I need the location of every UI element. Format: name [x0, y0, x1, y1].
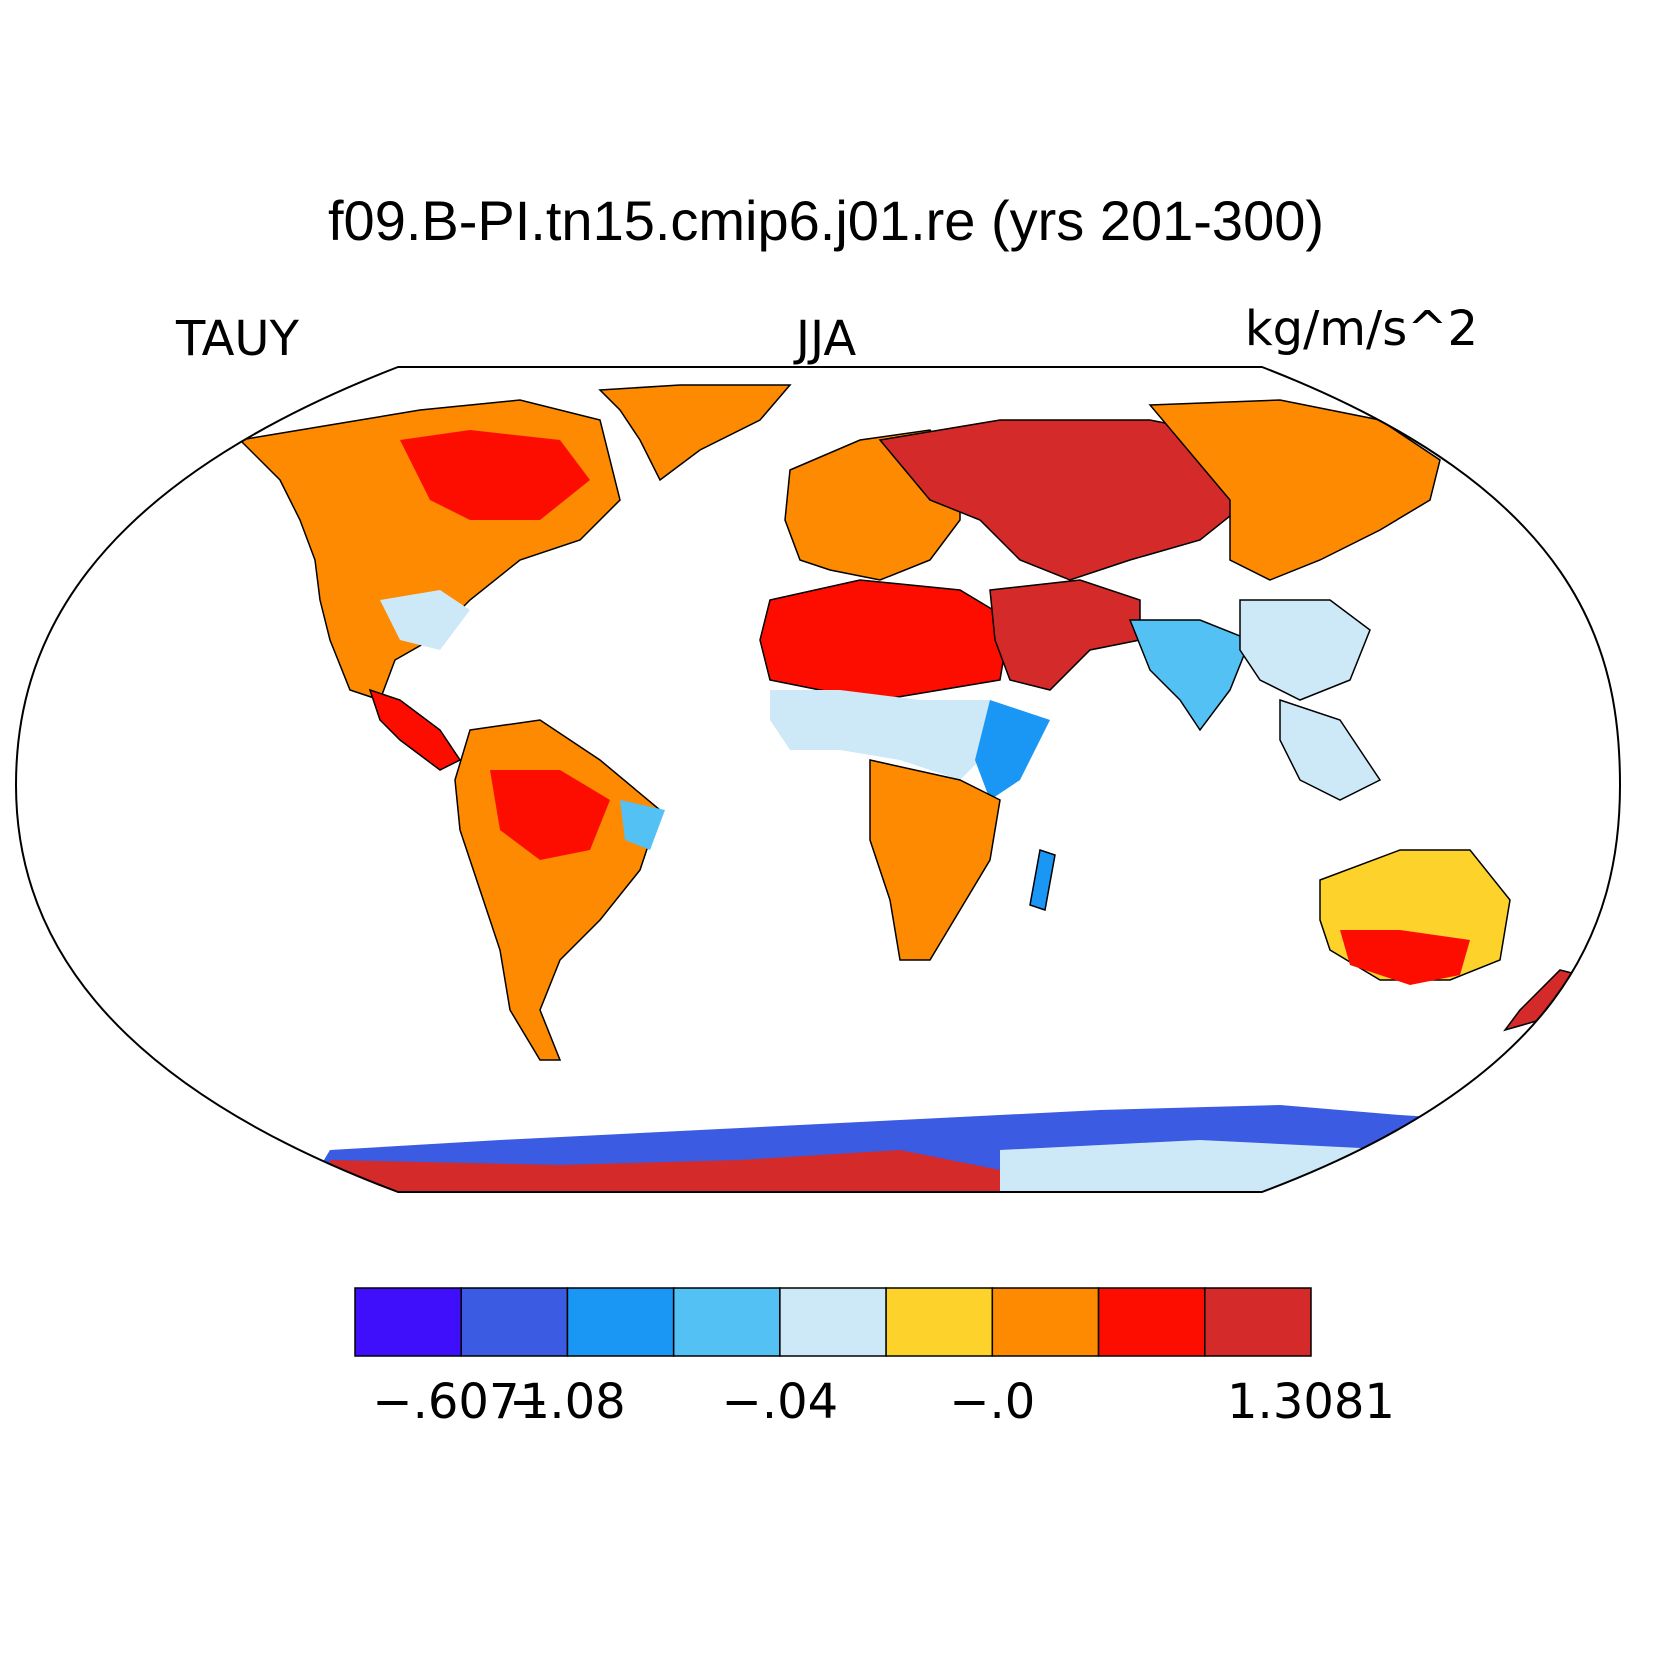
land-russia	[878, 419, 1251, 581]
colorbar-swatch	[460, 1287, 569, 1357]
map-panel	[14, 366, 1622, 1193]
land-central-america	[368, 688, 462, 771]
land-brazil-east	[620, 800, 665, 850]
colorbar-swatch	[354, 1287, 462, 1357]
land-south-america-core	[490, 770, 610, 860]
colorbar-swatch	[1204, 1287, 1312, 1357]
land-sahara	[759, 579, 1011, 701]
land-southern-africa	[869, 759, 1001, 961]
land-layer	[238, 384, 1600, 1192]
land-antarctica-band	[330, 1150, 1000, 1192]
land-southeast-asia	[1279, 698, 1382, 801]
colorbar-swatch	[566, 1287, 675, 1357]
land-siberia	[1148, 399, 1441, 581]
land-east-africa	[975, 700, 1050, 800]
season-label: JJA	[793, 311, 856, 367]
colorbar-label: −.6071	[372, 1374, 550, 1430]
land-china-east	[1239, 599, 1371, 701]
land-middle-east	[989, 579, 1141, 691]
map-border	[14, 366, 1622, 1193]
colorbar-labels: −.6071−.08 −.04 −.0 1.3081	[372, 1374, 1395, 1430]
colorbar-swatch	[779, 1287, 887, 1357]
colorbar-label: −.08	[509, 1374, 626, 1430]
colorbar	[354, 1287, 1312, 1357]
land-us-southeast	[380, 590, 470, 650]
plot-title: f09.B-PI.tn15.cmip6.j01.re (yrs 201-300)	[328, 189, 1324, 252]
land-australia-south	[1340, 930, 1470, 985]
colorbar-swatch	[885, 1287, 994, 1357]
colorbar-label: −.04	[722, 1374, 839, 1430]
colorbar-label: 1.3081	[1227, 1374, 1395, 1430]
units-label: kg/m/s^2	[1245, 301, 1478, 357]
colorbar-swatch	[672, 1287, 781, 1357]
colorbar-swatch	[1097, 1287, 1206, 1357]
land-greenland	[598, 384, 792, 482]
variable-label: TAUY	[175, 311, 300, 367]
land-sahel	[770, 690, 1000, 780]
land-south-asia	[1128, 619, 1251, 732]
colorbar-swatch	[991, 1287, 1100, 1357]
land-north-america-east	[400, 430, 590, 520]
land-madagascar	[1029, 849, 1056, 911]
colorbar-label: −.0	[949, 1374, 1035, 1430]
